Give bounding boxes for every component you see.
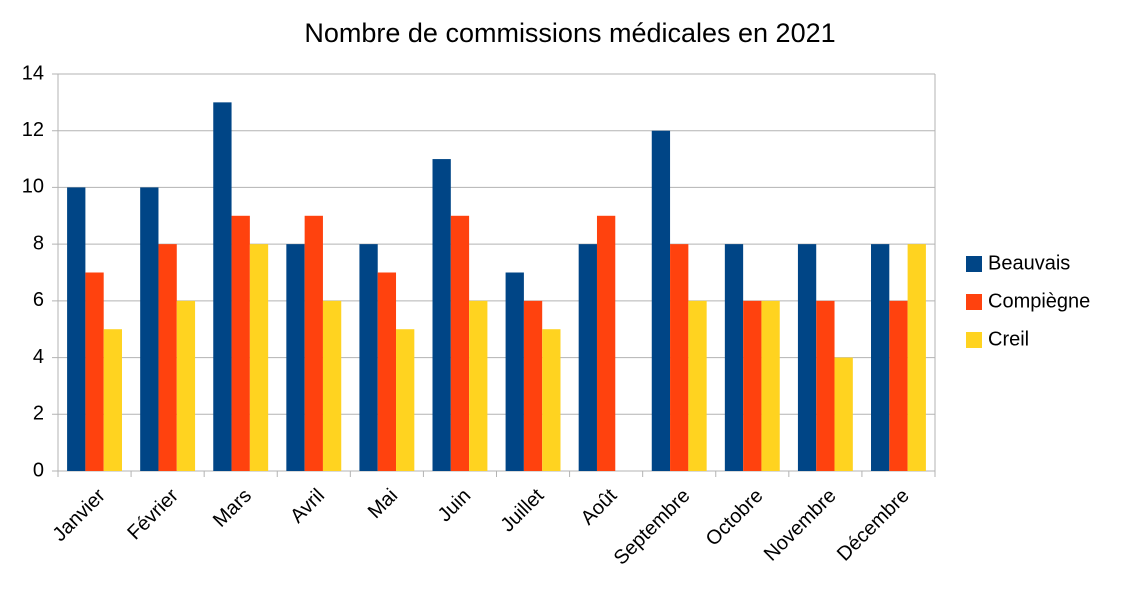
y-tick-label: 4 xyxy=(33,346,44,368)
legend-label: Beauvais xyxy=(988,252,1070,274)
bar xyxy=(176,300,196,471)
legend-swatch xyxy=(966,294,982,310)
bar xyxy=(67,187,86,471)
bar xyxy=(322,300,342,471)
bar xyxy=(213,102,232,471)
bar xyxy=(85,272,104,471)
bar xyxy=(359,244,378,471)
bar xyxy=(907,244,926,471)
x-tick-label: Janvier xyxy=(49,484,110,545)
bar xyxy=(450,215,470,471)
bar xyxy=(761,300,780,471)
bar xyxy=(743,300,762,471)
bar xyxy=(432,159,451,472)
bar xyxy=(889,300,908,471)
x-tick-label: Juillet xyxy=(497,484,549,536)
x-tick-label: Août xyxy=(577,484,622,529)
x-tick-label: Mars xyxy=(209,485,256,532)
y-tick-label: 2 xyxy=(33,403,44,425)
bar xyxy=(670,244,689,471)
legend-label: Creil xyxy=(988,328,1029,350)
y-tick-label: 0 xyxy=(33,459,44,481)
y-tick-label: 8 xyxy=(33,232,44,254)
bar xyxy=(249,244,269,471)
x-tick-label: Septembre xyxy=(610,485,695,570)
bar xyxy=(469,300,488,471)
bar xyxy=(286,244,305,471)
bar xyxy=(505,272,524,471)
chart-title: Nombre de commissions médicales en 2021 xyxy=(304,18,835,48)
y-tick-label: 12 xyxy=(22,119,44,141)
y-tick-label: 6 xyxy=(33,289,44,311)
bar xyxy=(596,215,616,471)
x-tick-label: Février xyxy=(123,484,183,544)
bar xyxy=(578,244,597,471)
bar xyxy=(688,300,707,471)
legend-swatch xyxy=(966,332,982,348)
bar xyxy=(377,272,397,471)
bar xyxy=(834,357,853,471)
x-tick-label: Décembre xyxy=(833,485,914,566)
y-tick-label: 14 xyxy=(22,62,44,84)
y-tick-label: 10 xyxy=(22,176,44,198)
legend-label: Compiègne xyxy=(988,290,1090,312)
x-tick-label: Octobre xyxy=(702,485,768,551)
bar xyxy=(542,329,561,471)
bar xyxy=(396,329,415,471)
bar xyxy=(140,187,159,471)
bar xyxy=(231,215,250,471)
bar xyxy=(651,130,671,471)
x-tick-label: Juin xyxy=(434,485,476,527)
legend-swatch xyxy=(966,256,982,272)
x-tick-label: Novembre xyxy=(760,485,841,566)
bar xyxy=(103,329,122,471)
x-tick-label: Avril xyxy=(286,485,329,528)
bar xyxy=(724,244,744,471)
bar xyxy=(304,215,323,471)
bar xyxy=(523,300,543,471)
bar xyxy=(871,244,890,471)
bar xyxy=(797,244,817,471)
x-tick-label: Mai xyxy=(364,485,402,523)
bar xyxy=(158,244,177,471)
bar xyxy=(816,300,835,471)
